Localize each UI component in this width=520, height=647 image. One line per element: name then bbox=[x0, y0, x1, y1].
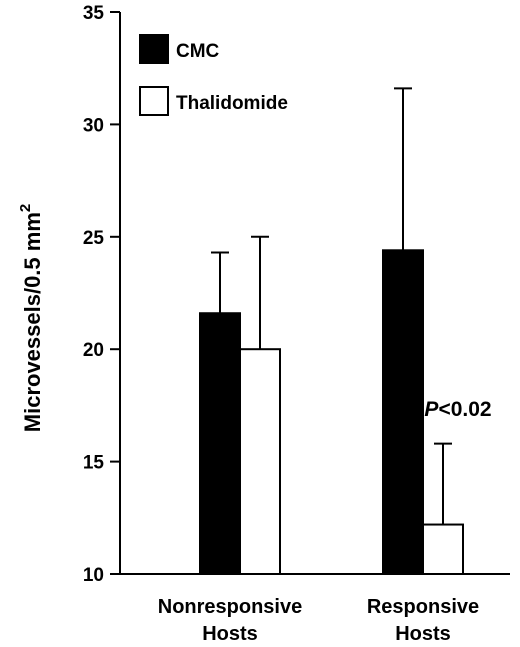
legend-swatch bbox=[139, 86, 169, 116]
bar-cmc bbox=[382, 249, 424, 575]
bar-thalidomide bbox=[422, 523, 464, 576]
legend: CMC Thalidomide bbox=[139, 34, 288, 116]
legend-swatch bbox=[139, 34, 169, 64]
y-tick-label: 15 bbox=[83, 453, 105, 474]
bars bbox=[199, 249, 464, 576]
y-axis-ticks: 10 15 20 25 30 35 bbox=[83, 3, 120, 586]
significance-label: P<0.02 bbox=[424, 398, 491, 421]
bar-thalidomide bbox=[239, 348, 281, 576]
legend-label: CMC bbox=[176, 41, 220, 62]
x-category-label: Nonresponsive bbox=[158, 596, 302, 618]
x-category-label: Responsive bbox=[367, 596, 479, 618]
y-axis-label: Microvessels/0.5 mm2 bbox=[17, 204, 45, 432]
legend-label: Thalidomide bbox=[176, 93, 288, 114]
y-tick-label: 35 bbox=[83, 3, 105, 24]
y-tick-label: 20 bbox=[83, 340, 104, 361]
x-category-label: Hosts bbox=[395, 623, 451, 645]
x-category-label: Hosts bbox=[202, 623, 258, 645]
annotations: P<0.02 bbox=[424, 398, 491, 421]
error-bars bbox=[211, 87, 452, 525]
y-tick-label: 25 bbox=[83, 228, 105, 249]
y-tick-label: 30 bbox=[83, 115, 104, 136]
bar-cmc bbox=[199, 312, 241, 575]
x-axis-categories: Nonresponsive Hosts Responsive Hosts bbox=[158, 596, 479, 645]
y-tick-label: 10 bbox=[83, 565, 104, 586]
